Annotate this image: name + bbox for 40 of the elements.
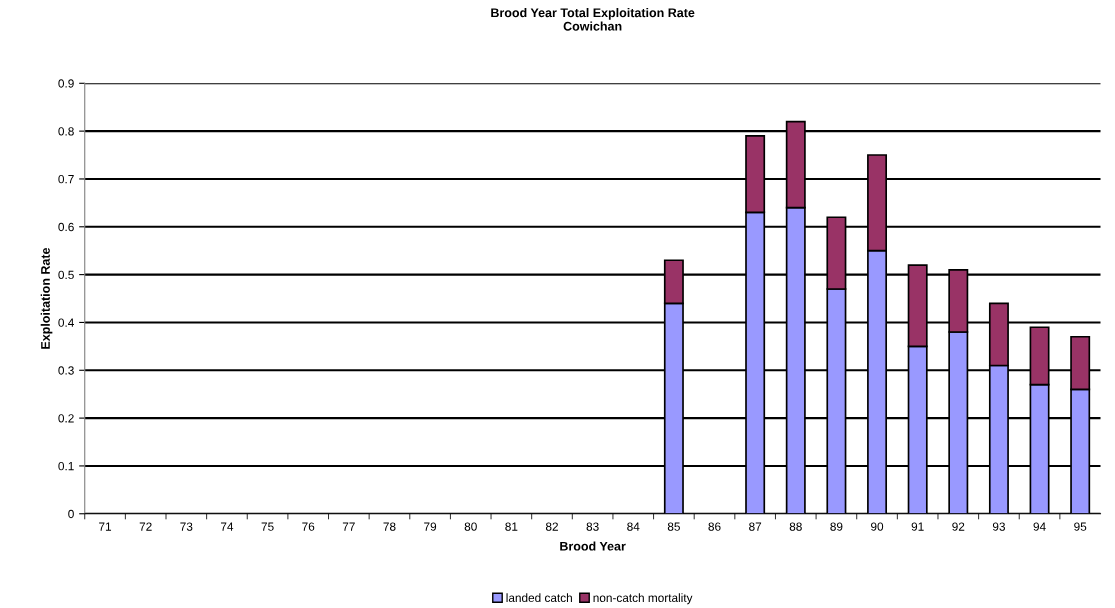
x-tick-label: 82	[545, 522, 558, 531]
y-tick-label: 0.2	[58, 414, 74, 423]
x-tick-label: 78	[383, 522, 396, 531]
x-tick-label: 95	[1074, 522, 1087, 531]
x-tick-label: 90	[871, 522, 884, 531]
x-tick-label: 81	[505, 522, 518, 531]
x-tick-label: 84	[627, 522, 640, 531]
x-tick-label: 79	[424, 522, 437, 531]
y-tick-label: 0	[68, 509, 74, 519]
y-tick-label: 0.6	[58, 222, 74, 232]
x-tick-label: 77	[342, 522, 355, 531]
y-tick-label: 0.3	[58, 366, 74, 375]
x-tick-label: 87	[749, 522, 762, 531]
y-tick-label: 0.1	[58, 461, 74, 471]
x-tick-label: 72	[139, 522, 152, 531]
y-tick-label: 0.5	[58, 270, 74, 280]
x-tick-label: 71	[99, 522, 112, 531]
x-tick-label: 75	[261, 522, 274, 531]
chart-title: Brood Year Total Exploitation Rate Cowichan	[491, 8, 695, 31]
y-tick-label: 0.8	[58, 127, 74, 136]
x-tick-label: 92	[952, 522, 965, 531]
x-tick-label: 93	[992, 522, 1005, 531]
x-tick-label: 86	[708, 522, 721, 531]
x-tick-label: 74	[220, 522, 234, 531]
x-tick-label: 80	[464, 522, 477, 531]
x-axis-title: Brood Year	[560, 541, 626, 551]
legend-label: non-catch mortality	[593, 593, 693, 605]
y-tick-label: 0.9	[58, 79, 74, 88]
x-tick-label: 85	[667, 522, 680, 531]
y-tick-label: 0.7	[58, 174, 74, 184]
legend-label: landed catch	[506, 593, 572, 602]
x-tick-label: 73	[180, 522, 193, 531]
x-tick-label: 91	[911, 522, 924, 531]
x-tick-label: 83	[586, 522, 599, 531]
x-tick-label: 94	[1033, 522, 1046, 531]
x-tick-label: 89	[830, 522, 843, 531]
x-tick-label: 88	[789, 522, 802, 531]
y-axis-title: Exploitation Rate	[40, 247, 53, 349]
y-tick-label: 0.4	[58, 318, 74, 327]
x-tick-label: 76	[302, 522, 315, 531]
